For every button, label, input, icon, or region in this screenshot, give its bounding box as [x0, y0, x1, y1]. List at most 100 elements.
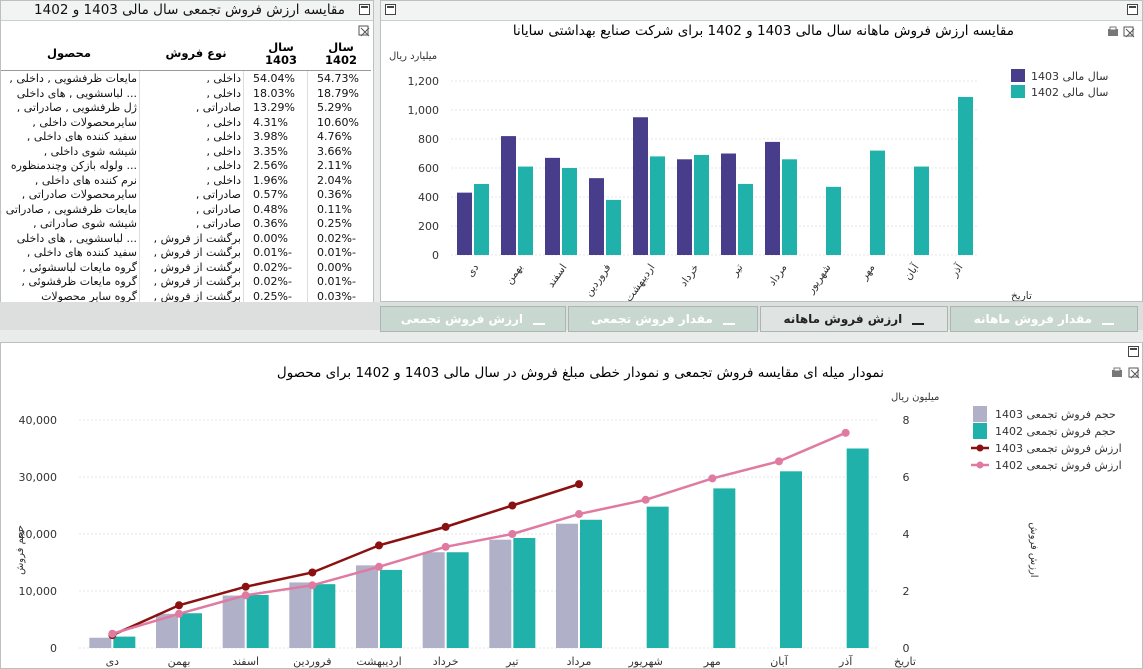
table-row[interactable]: 3.66% 3.35% داخلی , شیشه شوی داخلی , — [1, 145, 371, 159]
bar-1402 — [914, 166, 929, 255]
cell-1403: 0.36% — [253, 217, 288, 230]
bar-volume-1403 — [156, 613, 178, 648]
column-divider — [307, 71, 308, 329]
table-row[interactable]: 10.60% 4.31% داخلی , سایرمحصولات داخلی , — [1, 116, 371, 130]
x-tick-label: آذر — [947, 260, 966, 280]
clear-filter-icon[interactable] — [1128, 367, 1140, 379]
cell-1402: -0.01% — [317, 246, 356, 259]
line-point — [441, 522, 450, 531]
tab-monthly-value[interactable]: ارزش فروش ماهانه — [760, 306, 948, 332]
table-row[interactable]: -0.01% -0.02% برگشت از فروش , گروه مایعات ظ… — [1, 275, 371, 289]
y-tick-label: 1,000 — [408, 104, 440, 117]
x-tick-label: دی — [464, 262, 481, 280]
export-icon[interactable] — [1111, 367, 1123, 379]
bar-1403 — [721, 153, 736, 255]
y-tick-label: 600 — [418, 162, 439, 175]
cell-1402: 5.29% — [317, 101, 352, 114]
tab-monthly-quantity[interactable]: مقدار فروش ماهانه — [950, 306, 1138, 332]
line-point — [441, 542, 450, 551]
y-tick-label: 40,000 — [19, 414, 58, 427]
legend-swatch — [973, 423, 987, 439]
table-row[interactable]: 5.29% 13.29% صادراتی , ژل ظرفشویی , صادراتی… — [1, 101, 371, 115]
line-point — [508, 530, 517, 538]
cumulative-chart-panel: نمودار میله ای مقایسه فروش تجمعی و نمودا… — [0, 342, 1143, 669]
maximize-icon[interactable] — [1127, 4, 1138, 15]
maximize-icon[interactable] — [385, 4, 396, 15]
table-row[interactable]: 18.79% 18.03% داخلی , ... لباسشویی , های دا… — [1, 87, 371, 101]
line-point — [375, 541, 383, 550]
table-row[interactable]: -0.01% -0.01% برگشت از فروش , سفید کننده ها… — [1, 246, 371, 260]
col-1403-header[interactable]: سال 1403 — [264, 40, 297, 67]
tab-cumulative-value[interactable]: ارزش فروش تجمعی — [380, 306, 566, 332]
y-tick-label: 1,200 — [408, 75, 440, 88]
line-value-1402 — [111, 431, 847, 635]
x-tick-label: فروردین — [583, 262, 614, 299]
legend-label: حجم فروش تجمعی 1402 — [995, 425, 1116, 438]
table-row[interactable]: 54.73% 54.04% داخلی , مایعات ظرفشویی , داخل… — [1, 72, 371, 86]
cell-1403: 0.48% — [253, 202, 288, 216]
cell-sale-type: داخلی , — [206, 144, 241, 158]
table-row[interactable]: -0.03% -0.25% برگشت از فروش , گروه سایر محص… — [1, 290, 371, 304]
x-tick-label: شهریور — [627, 655, 662, 668]
bar-volume-1402 — [246, 594, 269, 648]
table-row[interactable]: -0.02% 0.00% برگشت از فروش , ... لباسشویی ,… — [1, 232, 371, 246]
cell-sale-type: داخلی , — [206, 130, 241, 143]
x-tick-label: اردیبهشت — [623, 262, 658, 302]
cell-1402: 0.36% — [317, 188, 352, 201]
bar-1403 — [457, 192, 472, 255]
bar-volume-1402 — [380, 569, 402, 648]
clear-filter-icon[interactable] — [1123, 26, 1135, 38]
legend-swatch — [973, 406, 987, 422]
x-tick-label: اسفند — [232, 655, 259, 668]
table-row[interactable]: 4.76% 3.98% داخلی , سفید کننده های داخلی , — [1, 130, 371, 144]
col-sale-type-header[interactable]: نوع فروش — [165, 46, 227, 60]
cell-1402: 18.79% — [317, 86, 359, 100]
cell-1403: -0.02% — [253, 260, 292, 274]
maximize-icon[interactable] — [359, 4, 370, 15]
x-tick-label: آبان — [770, 654, 788, 668]
contribution-table-panel: مقایسه ارزش فروش تجمعی سال مالی 1403 و 1… — [0, 0, 374, 330]
line-point — [508, 501, 517, 510]
table-row[interactable]: 0.00% -0.02% برگشت از فروش , گروه مایعات لب… — [1, 261, 371, 275]
y-tick-label: 200 — [418, 220, 439, 233]
bar-volume-1402 — [113, 636, 136, 648]
bar-volume-1403 — [289, 582, 312, 648]
y-axis-unit: میلیارد ریال — [389, 51, 437, 62]
line-point — [241, 582, 250, 591]
bar-1402 — [782, 159, 797, 255]
y-tick-label: 10,000 — [19, 585, 58, 598]
tab-cumulative-quantity[interactable]: مقدار فروش تجمعی — [568, 306, 758, 332]
bar-1403 — [677, 159, 692, 255]
cell-product: سایرمحصولات داخلی , — [32, 115, 137, 129]
cell-1403: 4.31% — [253, 115, 288, 129]
col-product-header[interactable]: محصول — [47, 46, 91, 60]
line-point — [641, 495, 650, 504]
cell-product: شیشه شوی داخلی , — [43, 144, 137, 158]
cell-1403: 0.00% — [253, 231, 288, 245]
bar-1402 — [518, 166, 533, 255]
table-row[interactable]: 0.36% 0.57% صادراتی , سایرمحصولات صادراتی , — [1, 188, 371, 202]
export-icon[interactable] — [1107, 26, 1119, 38]
col-1402-header[interactable]: سال 1402 — [324, 40, 357, 67]
cell-1403: 54.04% — [253, 72, 295, 85]
y2-axis-title: ارزش فروش — [1028, 522, 1039, 577]
table-row[interactable]: 0.11% 0.48% صادراتی , مایعات ظرفشویی , صادر… — [1, 203, 371, 217]
table-header: سال 1402 سال 1403 نوع فروش محصول — [1, 39, 371, 71]
y-tick-label: 0 — [50, 642, 57, 655]
cell-1403: 2.56% — [253, 159, 288, 172]
cell-sale-type: داخلی , — [206, 159, 241, 172]
clear-filter-icon[interactable] — [358, 25, 370, 37]
bar-1402 — [474, 183, 489, 255]
x-tick-label: آذر — [838, 654, 853, 668]
cell-1403: 3.98% — [253, 130, 288, 143]
bar-1402 — [826, 186, 841, 255]
cumulative-panel-titlebar — [1, 343, 1142, 363]
y-axis-title: حجم فروش — [15, 525, 26, 575]
table-row[interactable]: 0.25% 0.36% صادراتی , شیشه شوی صادراتی , — [1, 217, 371, 231]
table-row[interactable]: 2.04% 1.96% داخلی , نرم کننده های داخلی , — [1, 174, 371, 188]
cell-product: گروه مایعات لباسشوئی , — [22, 260, 137, 274]
cell-product: شیشه شوی صادراتی , — [33, 217, 137, 230]
table-row[interactable]: 2.11% 2.56% داخلی , ... ولوله بازکن وچندمنظ… — [1, 159, 371, 173]
x-tick-label: فروردین — [293, 655, 331, 668]
maximize-icon[interactable] — [1128, 346, 1139, 357]
